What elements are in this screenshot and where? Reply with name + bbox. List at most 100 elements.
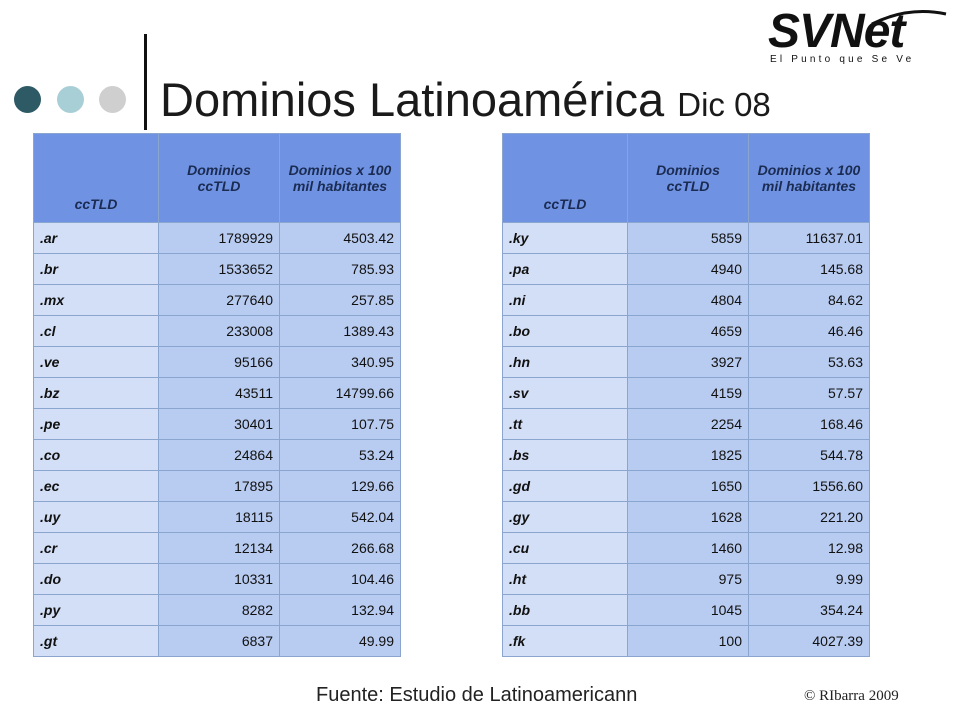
- logo-wordmark: SVNet: [768, 5, 905, 58]
- table-row: .ht 975 9.99: [502, 563, 870, 595]
- cell-cctld: .bo: [502, 315, 628, 347]
- cell-per100k: 542.04: [279, 501, 401, 533]
- table-right-body: .ky 5859 11637.01 .pa 4940 145.68 .ni 4804 84.62…: [502, 222, 870, 657]
- cell-per100k: 132.94: [279, 594, 401, 626]
- dot-grey: [99, 86, 126, 113]
- cell-domains: 975: [627, 563, 749, 595]
- cell-cctld: .mx: [33, 284, 159, 316]
- cell-domains: 95166: [158, 346, 280, 378]
- header-domains: Dominios ccTLD: [627, 133, 749, 223]
- cell-domains: 43511: [158, 377, 280, 409]
- title-divider: [144, 34, 147, 130]
- cell-per100k: 340.95: [279, 346, 401, 378]
- cell-cctld: .ve: [33, 346, 159, 378]
- header-domains: Dominios ccTLD: [158, 133, 280, 223]
- table-left-body: .ar 1789929 4503.42 .br 1533652 785.93 .mx 2776…: [33, 222, 401, 657]
- title-sub: Dic 08: [677, 86, 771, 123]
- cell-per100k: 1556.60: [748, 470, 870, 502]
- table-row: .hn 3927 53.63: [502, 346, 870, 378]
- source-note: Fuente: Estudio de Latinoamericann: [316, 684, 638, 706]
- cell-per100k: 785.93: [279, 253, 401, 285]
- cell-domains: 233008: [158, 315, 280, 347]
- cell-per100k: 1389.43: [279, 315, 401, 347]
- cell-per100k: 266.68: [279, 532, 401, 564]
- cell-per100k: 53.63: [748, 346, 870, 378]
- cell-per100k: 49.99: [279, 625, 401, 657]
- title-main: Dominios Latinoamérica: [160, 73, 665, 126]
- cell-cctld: .ht: [502, 563, 628, 595]
- cell-per100k: 544.78: [748, 439, 870, 471]
- svnet-logo: SVNet El Punto que Se Ve: [768, 8, 948, 70]
- header-cctld: ccTLD: [502, 133, 628, 223]
- cell-per100k: 129.66: [279, 470, 401, 502]
- table-row: .gy 1628 221.20: [502, 501, 870, 533]
- dot-light: [57, 86, 84, 113]
- cell-domains: 1650: [627, 470, 749, 502]
- table-row: .fk 100 4027.39: [502, 625, 870, 657]
- cell-cctld: .pe: [33, 408, 159, 440]
- cell-per100k: 354.24: [748, 594, 870, 626]
- table-row: .bs 1825 544.78: [502, 439, 870, 471]
- cell-domains: 6837: [158, 625, 280, 657]
- table-row: .co 24864 53.24: [33, 439, 401, 471]
- table-left: ccTLD Dominios ccTLD Dominios x 100 mil …: [33, 133, 401, 657]
- table-row: .tt 2254 168.46: [502, 408, 870, 440]
- table-row: .ec 17895 129.66: [33, 470, 401, 502]
- cell-domains: 1045: [627, 594, 749, 626]
- cell-cctld: .cr: [33, 532, 159, 564]
- cell-per100k: 221.20: [748, 501, 870, 533]
- cell-cctld: .br: [33, 253, 159, 285]
- cell-domains: 100: [627, 625, 749, 657]
- table-right: ccTLD Dominios ccTLD Dominios x 100 mil …: [502, 133, 870, 657]
- page-title: Dominios Latinoamérica Dic 08: [160, 72, 771, 127]
- cell-cctld: .pa: [502, 253, 628, 285]
- cell-per100k: 104.46: [279, 563, 401, 595]
- table-row: .pe 30401 107.75: [33, 408, 401, 440]
- cell-per100k: 4027.39: [748, 625, 870, 657]
- cell-cctld: .hn: [502, 346, 628, 378]
- cell-domains: 4659: [627, 315, 749, 347]
- cell-cctld: .ec: [33, 470, 159, 502]
- cell-domains: 12134: [158, 532, 280, 564]
- cell-cctld: .uy: [33, 501, 159, 533]
- cell-domains: 2254: [627, 408, 749, 440]
- cell-per100k: 53.24: [279, 439, 401, 471]
- cell-cctld: .fk: [502, 625, 628, 657]
- table-row: .bo 4659 46.46: [502, 315, 870, 347]
- cell-domains: 8282: [158, 594, 280, 626]
- table-row: .bz 43511 14799.66: [33, 377, 401, 409]
- cell-per100k: 11637.01: [748, 222, 870, 254]
- cell-cctld: .py: [33, 594, 159, 626]
- cell-per100k: 168.46: [748, 408, 870, 440]
- table-row: .cr 12134 266.68: [33, 532, 401, 564]
- cell-cctld: .do: [33, 563, 159, 595]
- cell-domains: 24864: [158, 439, 280, 471]
- header-cctld: ccTLD: [33, 133, 159, 223]
- cell-per100k: 145.68: [748, 253, 870, 285]
- cell-cctld: .co: [33, 439, 159, 471]
- cell-per100k: 14799.66: [279, 377, 401, 409]
- cell-per100k: 12.98: [748, 532, 870, 564]
- cell-cctld: .bb: [502, 594, 628, 626]
- cell-cctld: .bz: [33, 377, 159, 409]
- cell-per100k: 57.57: [748, 377, 870, 409]
- cell-per100k: 9.99: [748, 563, 870, 595]
- cell-domains: 4940: [627, 253, 749, 285]
- cell-cctld: .sv: [502, 377, 628, 409]
- table-row: .mx 277640 257.85: [33, 284, 401, 316]
- table-row: .ni 4804 84.62: [502, 284, 870, 316]
- table-row: .ky 5859 11637.01: [502, 222, 870, 254]
- table-row: .br 1533652 785.93: [33, 253, 401, 285]
- table-row: .gd 1650 1556.60: [502, 470, 870, 502]
- table-row: .pa 4940 145.68: [502, 253, 870, 285]
- cell-domains: 30401: [158, 408, 280, 440]
- cell-domains: 10331: [158, 563, 280, 595]
- cell-per100k: 257.85: [279, 284, 401, 316]
- table-row: .py 8282 132.94: [33, 594, 401, 626]
- cell-cctld: .bs: [502, 439, 628, 471]
- cell-domains: 17895: [158, 470, 280, 502]
- logo-tagline: El Punto que Se Ve: [770, 54, 915, 65]
- cell-per100k: 4503.42: [279, 222, 401, 254]
- cell-domains: 277640: [158, 284, 280, 316]
- cell-domains: 1789929: [158, 222, 280, 254]
